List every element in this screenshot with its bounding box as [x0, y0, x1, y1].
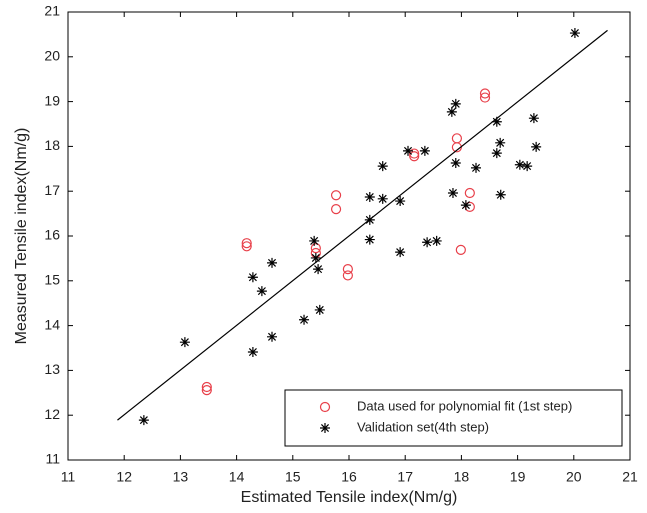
- circle-marker: [342, 270, 353, 281]
- x-tick-label: 19: [510, 469, 526, 485]
- circle-marker: [330, 204, 342, 215]
- star-marker: [447, 187, 458, 198]
- star-marker: [138, 415, 149, 426]
- x-axis-label: Estimated Tensile index(Nm/g): [241, 489, 458, 506]
- x-tick-label: 20: [566, 469, 582, 485]
- star-marker: [267, 257, 278, 268]
- y-tick-label: 11: [45, 451, 60, 467]
- y-tick-label: 18: [44, 137, 60, 153]
- circle-marker: [409, 148, 420, 159]
- star-marker: [267, 331, 278, 342]
- circle-marker: [241, 241, 252, 252]
- y-tick-label: 16: [44, 227, 60, 243]
- star-marker: [309, 235, 320, 246]
- y-tick-label: 12: [44, 406, 60, 422]
- star-marker: [495, 137, 506, 148]
- star-marker: [491, 116, 502, 127]
- star-marker: [247, 272, 258, 283]
- circle-marker: [479, 92, 491, 103]
- legend-label: Data used for polynomial fit (1st step): [357, 398, 572, 413]
- star-marker: [313, 264, 324, 275]
- circle-marker: [310, 242, 321, 254]
- x-tick-label: 18: [454, 469, 470, 485]
- circle-marker: [330, 190, 342, 201]
- y-tick-label: 15: [44, 272, 60, 288]
- circle-marker: [241, 238, 252, 249]
- x-tick-label: 15: [285, 469, 301, 485]
- legend-label: Validation set(4th step): [357, 419, 489, 434]
- x-tick-label: 16: [341, 469, 357, 485]
- circle-marker: [455, 244, 466, 255]
- legend-marker: [320, 423, 330, 433]
- star-marker: [531, 141, 542, 152]
- circle-marker: [479, 88, 491, 99]
- circle-marker: [451, 133, 463, 144]
- star-marker: [364, 192, 375, 203]
- star-marker: [471, 162, 482, 173]
- star-marker: [422, 237, 433, 248]
- star-marker: [299, 314, 310, 325]
- y-tick-label: 13: [44, 361, 60, 377]
- y-tick-label: 21: [44, 3, 60, 19]
- x-tick-label: 12: [116, 469, 132, 485]
- circle-marker: [201, 385, 212, 396]
- circle-marker: [342, 264, 353, 275]
- star-marker: [256, 286, 267, 297]
- fit-line: [117, 29, 608, 421]
- star-marker: [364, 234, 375, 245]
- star-marker: [450, 157, 461, 168]
- x-tick-label: 11: [61, 469, 76, 485]
- star-marker: [179, 337, 190, 348]
- star-marker: [522, 161, 533, 172]
- star-marker: [528, 113, 539, 124]
- star-marker: [491, 148, 502, 159]
- star-marker: [419, 145, 430, 156]
- star-marker: [395, 247, 406, 258]
- y-tick-label: 14: [44, 316, 60, 332]
- star-marker: [377, 161, 388, 172]
- y-tick-label: 20: [44, 48, 60, 64]
- star-marker: [377, 193, 388, 204]
- star-marker: [247, 347, 258, 358]
- star-marker: [460, 200, 471, 211]
- star-marker: [431, 235, 442, 246]
- x-tick-label: 13: [173, 469, 189, 485]
- x-tick-label: 14: [229, 469, 245, 485]
- star-marker: [395, 196, 406, 207]
- star-marker: [495, 189, 506, 200]
- y-tick-label: 17: [44, 182, 60, 198]
- star-marker: [314, 304, 325, 315]
- y-tick-label: 19: [44, 92, 60, 108]
- star-marker: [403, 145, 414, 156]
- star-marker: [450, 98, 461, 109]
- star-marker: [514, 159, 525, 170]
- circle-marker: [201, 381, 212, 393]
- y-axis-label: Measured Tensile index(Nm/g): [13, 128, 30, 345]
- circle-marker: [464, 187, 475, 199]
- x-tick-label: 17: [397, 469, 413, 485]
- legend-marker: [319, 401, 331, 413]
- star-marker: [446, 106, 457, 117]
- circle-marker: [409, 151, 420, 162]
- star-marker: [310, 252, 321, 263]
- star-marker: [569, 28, 580, 39]
- x-tick-label: 21: [622, 469, 638, 485]
- legend-box: [284, 389, 623, 447]
